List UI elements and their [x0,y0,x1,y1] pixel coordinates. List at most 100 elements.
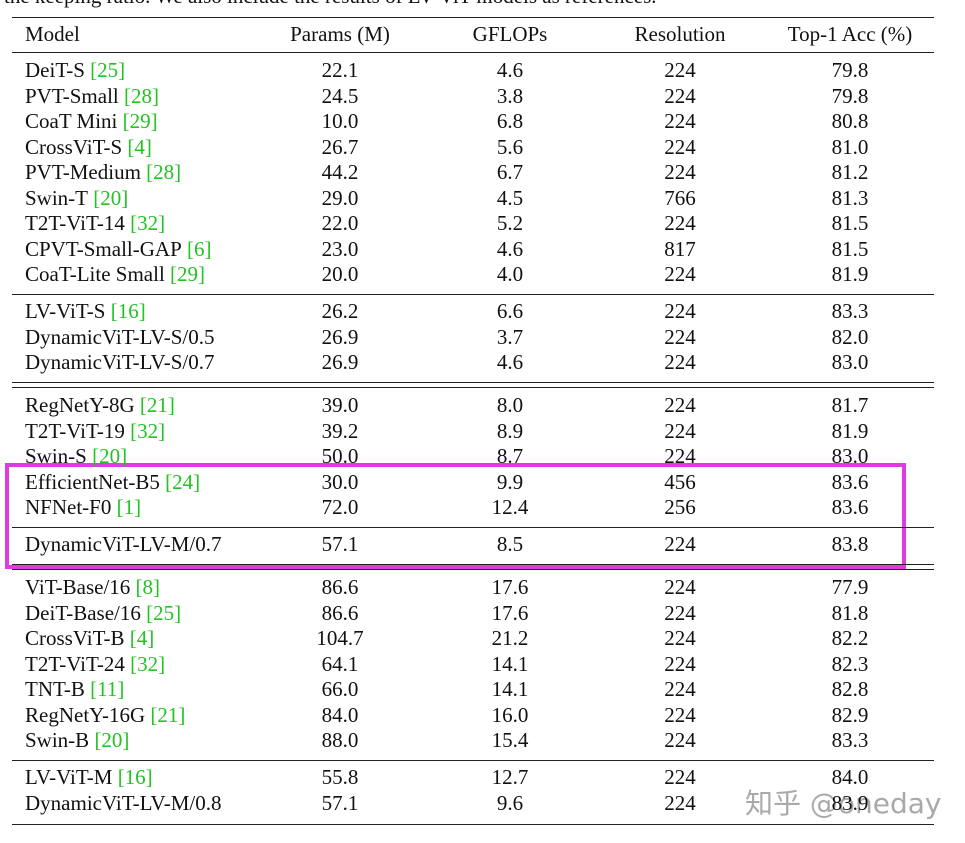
resolution-cell: 224 [664,211,696,235]
table-rule [12,564,934,565]
params-cell: 10.0 [321,109,359,133]
gflops-cell: 5.6 [496,134,524,159]
acc-cell: 82.8 [831,677,869,701]
gflops-cell: 4.0 [496,262,524,286]
model-name: NFNet-F0 [25,495,112,519]
acc-cell: 82.3 [831,651,869,676]
gflops-cell: 9.6 [496,790,524,815]
resolution-cell: 456 [664,469,696,494]
citation: [20] [92,444,128,468]
acc-cell: 81.2 [831,160,869,184]
acc-cell: 81.0 [831,134,869,159]
model-cell: T2T-ViT-19 [32] [25,419,165,443]
model-cell: DynamicViT-LV-M/0.8 [25,791,222,815]
resolution-cell: 224 [664,134,696,159]
resolution-cell: 224 [664,109,696,133]
gflops-cell: 16.0 [491,702,529,727]
citation: [4] [127,134,152,159]
resolution-cell: 224 [664,324,696,349]
gflops-cell: 17.6 [491,575,529,599]
model-name: LV-ViT-S [25,299,106,323]
model-cell: TNT-B [11] [25,677,124,701]
citation: [32] [130,211,166,235]
gflops-cell: 14.1 [491,677,529,701]
table-rule [12,382,934,383]
acc-cell: 80.8 [831,109,869,133]
params-cell: 26.2 [321,299,359,323]
model-cell: CPVT-Small-GAP [6] [25,237,212,261]
params-cell: 29.0 [321,185,359,210]
gflops-cell: 6.7 [496,160,524,184]
params-cell: 22.1 [321,58,359,82]
model-cell: PVT-Medium [28] [25,160,181,184]
watermark: 知乎 @oneday [745,787,942,820]
params-cell: 23.0 [321,236,359,261]
model-name: LV-ViT-M [25,765,113,789]
model-name: DynamicViT-LV-M/0.7 [25,532,222,556]
model-name: DeiT-S [25,58,85,82]
resolution-cell: 224 [664,393,696,417]
acc-cell: 81.5 [831,211,869,235]
citation: [25] [146,600,182,625]
header-cell: Resolution [634,22,726,46]
gflops-cell: 12.4 [491,495,529,519]
header-cell: GFLOPs [472,22,548,46]
model-cell: RegNetY-8G [21] [25,393,175,417]
acc-cell: 81.9 [831,418,869,443]
model-name: DynamicViT-LV-S/0.5 [25,324,215,349]
model-name: CrossViT-S [25,134,123,159]
model-cell: DeiT-S [25] [25,58,125,82]
model-name: Swin-T [25,185,88,210]
model-name: Swin-S [25,444,87,468]
model-cell: Swin-T [20] [25,186,128,210]
acc-cell: 81.3 [831,185,869,210]
citation: [16] [110,299,146,323]
model-name: EfficientNet-B5 [25,469,160,494]
params-cell: 55.8 [321,765,359,789]
gflops-cell: 14.1 [491,651,529,676]
citation: [28] [124,83,159,108]
citation: [25] [90,58,126,82]
resolution-cell: 224 [664,600,696,625]
gflops-cell: 5.2 [496,211,524,235]
resolution-cell: 224 [664,651,696,676]
citation: [24] [165,469,201,494]
acc-cell: 79.8 [831,58,869,82]
resolution-cell: 224 [664,83,696,108]
model-name: CPVT-Small-GAP [25,236,182,261]
header-cell: Params (M) [290,22,390,46]
citation: [21] [139,393,175,417]
citation: [32] [130,651,166,676]
model-cell: CrossViT-B [4] [25,626,154,650]
gflops-cell: 15.4 [491,728,529,752]
model-cell: ViT-Base/16 [8] [25,575,160,599]
params-cell: 50.0 [321,444,359,468]
params-cell: 24.5 [321,83,359,108]
model-cell: LV-ViT-S [16] [25,299,146,323]
citation: [8] [135,575,161,599]
acc-cell: 81.8 [831,600,869,625]
table-rule [12,17,934,18]
acc-cell: 81.7 [831,393,869,417]
acc-cell: 83.3 [831,299,869,323]
citation: [29] [170,262,206,286]
citation: [4] [129,626,155,650]
model-name: DynamicViT-LV-M/0.8 [25,790,222,815]
resolution-cell: 224 [664,790,696,815]
model-name: RegNetY-16G [25,702,146,727]
model-name: CrossViT-B [25,626,125,650]
model-cell: DynamicViT-LV-M/0.7 [25,532,222,556]
gflops-cell: 12.7 [491,765,529,789]
model-cell: CoaT-Lite Small [29] [25,262,205,286]
acc-cell: 83.6 [831,469,869,494]
model-cell: CrossViT-S [4] [25,135,152,159]
params-cell: 86.6 [321,600,359,625]
model-cell: Swin-B [20] [25,728,129,752]
params-cell: 39.0 [321,393,359,417]
model-cell: Swin-S [20] [25,444,127,468]
citation: [6] [187,236,212,261]
params-cell: 39.2 [321,418,359,443]
params-cell: 26.9 [321,324,359,349]
model-name: RegNetY-8G [25,393,135,417]
gflops-cell: 3.8 [496,83,524,108]
